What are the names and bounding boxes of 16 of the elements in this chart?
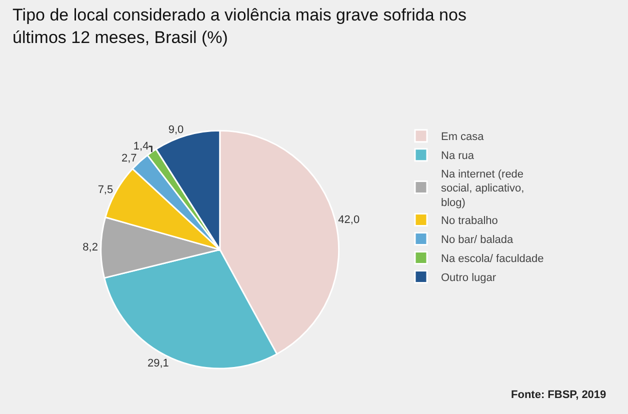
legend-label: Na internet (rede social, aplicativo, blog) (441, 168, 524, 209)
data-label: 7,5 (98, 184, 114, 196)
data-label: 8,2 (82, 242, 98, 254)
data-label: 2,7 (121, 152, 137, 164)
data-label: 1,4 (133, 140, 149, 152)
legend-label: Em casa (441, 131, 485, 144)
data-label: 9,0 (168, 124, 184, 136)
legend-label: Na rua (441, 150, 475, 162)
legend-label: No bar/ balada (441, 234, 514, 246)
source-note: Fonte: FBSP, 2019 (511, 389, 606, 401)
legend-label: No trabalho (441, 215, 498, 228)
legend-label: Na escola/ faculdade (441, 253, 544, 266)
chart-title: Tipo de local considerado a violência mais grave sofrida nos últimos 12 meses, Brasil (%) (12, 6, 466, 47)
data-label: 29,1 (147, 357, 169, 370)
legend-label: Outro lugar (441, 272, 496, 284)
data-label: 42,0 (338, 214, 360, 226)
